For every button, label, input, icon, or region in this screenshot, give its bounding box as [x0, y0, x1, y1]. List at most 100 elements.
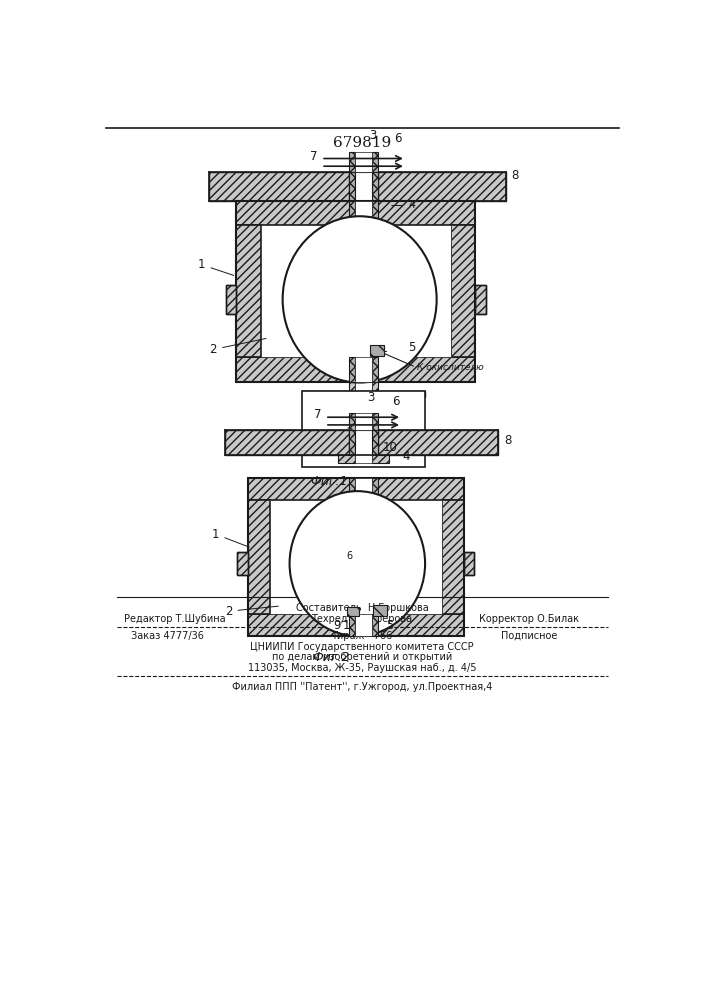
Bar	[248, 500, 269, 614]
Bar	[355, 478, 372, 500]
Bar	[349, 172, 355, 201]
Text: 1: 1	[212, 528, 250, 547]
Bar	[349, 357, 355, 382]
Bar	[225, 430, 349, 455]
Bar	[349, 201, 355, 225]
Text: Составитель  Н.Горшкова: Составитель Н.Горшкова	[296, 603, 428, 613]
Text: 8: 8	[504, 434, 511, 447]
Text: 113035, Москва, Ж-35, Раушская наб., д. 4/5: 113035, Москва, Ж-35, Раушская наб., д. …	[247, 663, 477, 673]
Text: Фиг.2: Фиг.2	[312, 651, 350, 664]
Text: 5: 5	[386, 619, 393, 632]
Bar	[349, 430, 355, 455]
Bar	[261, 225, 450, 357]
Bar	[209, 172, 349, 201]
Bar	[372, 382, 378, 397]
Text: Подписное: Подписное	[501, 631, 557, 641]
Bar	[450, 225, 475, 357]
Text: Техред Л.Алферова: Техред Л.Алферова	[311, 614, 412, 624]
Bar	[378, 430, 498, 455]
Bar	[302, 391, 425, 397]
Bar	[349, 614, 355, 636]
Bar	[355, 413, 372, 430]
Bar	[355, 382, 372, 397]
Text: 2: 2	[209, 338, 266, 356]
Bar	[338, 201, 355, 210]
Text: 9: 9	[362, 358, 370, 371]
Bar	[355, 201, 372, 210]
Bar	[372, 455, 389, 463]
Text: ЦНИИПИ Государственного комитета СССР: ЦНИИПИ Государственного комитета СССР	[250, 642, 474, 652]
Text: 11: 11	[343, 619, 358, 632]
Text: 9: 9	[334, 619, 341, 632]
Bar	[355, 201, 372, 225]
Bar	[372, 201, 389, 210]
Bar	[349, 478, 355, 500]
Text: 2: 2	[225, 605, 279, 618]
Bar	[372, 201, 378, 225]
Ellipse shape	[290, 491, 425, 636]
Bar	[349, 413, 355, 430]
Text: 4: 4	[392, 200, 415, 210]
Bar	[238, 552, 248, 575]
Bar	[238, 552, 248, 575]
Text: 6: 6	[346, 551, 353, 561]
Ellipse shape	[283, 216, 437, 383]
Text: Фиг.1: Фиг.1	[310, 475, 348, 488]
Bar	[372, 152, 378, 172]
Text: 4: 4	[402, 450, 409, 463]
Text: 10: 10	[383, 441, 398, 454]
Text: по делам изобретений и открытий: по делам изобретений и открытий	[271, 652, 452, 662]
Bar	[355, 430, 372, 455]
Text: К окислителю: К окислителю	[417, 363, 484, 372]
Bar	[378, 172, 506, 201]
Bar	[475, 285, 486, 314]
Bar	[248, 478, 464, 636]
Bar	[236, 201, 475, 225]
Bar	[442, 500, 464, 614]
Bar	[248, 478, 464, 500]
Bar	[372, 614, 378, 636]
Bar	[373, 605, 387, 616]
Bar	[372, 413, 378, 430]
Bar	[269, 500, 442, 614]
Bar	[464, 552, 474, 575]
Text: 7: 7	[313, 408, 321, 421]
Text: Заказ 4777/36: Заказ 4777/36	[131, 631, 204, 641]
Bar	[226, 285, 236, 314]
Bar	[355, 455, 372, 463]
Text: 1: 1	[198, 258, 234, 275]
Bar	[248, 614, 464, 636]
Bar	[349, 152, 355, 172]
Text: 3: 3	[368, 391, 375, 404]
Text: 679819: 679819	[333, 136, 391, 150]
Bar	[346, 607, 359, 616]
Text: 6: 6	[392, 395, 399, 408]
Text: 8: 8	[511, 169, 519, 182]
Text: Тираж   766: Тираж 766	[332, 631, 392, 641]
Bar	[302, 391, 425, 466]
Text: Корректор О.Билак: Корректор О.Билак	[479, 614, 579, 624]
Text: 6: 6	[395, 132, 402, 145]
Bar	[370, 345, 383, 356]
Bar	[372, 478, 378, 500]
Bar	[236, 357, 475, 382]
Bar	[355, 172, 372, 201]
Bar	[338, 455, 355, 463]
Bar	[475, 285, 486, 314]
Bar	[355, 357, 372, 382]
Bar	[355, 152, 372, 172]
Text: 5: 5	[409, 341, 416, 354]
Text: 3: 3	[369, 129, 376, 142]
Text: Филиал ППП ''Патент'', г.Ужгород, ул.Проектная,4: Филиал ППП ''Патент'', г.Ужгород, ул.Про…	[232, 682, 492, 692]
Text: 7: 7	[310, 150, 317, 163]
Bar	[372, 357, 378, 382]
Text: Редактор Т.Шубина: Редактор Т.Шубина	[124, 614, 226, 624]
Bar	[226, 285, 236, 314]
Bar	[355, 614, 372, 636]
Bar	[349, 382, 355, 397]
Bar	[464, 552, 474, 575]
Bar	[236, 201, 475, 382]
Bar	[372, 430, 378, 455]
Bar	[236, 225, 261, 357]
Bar	[372, 172, 378, 201]
